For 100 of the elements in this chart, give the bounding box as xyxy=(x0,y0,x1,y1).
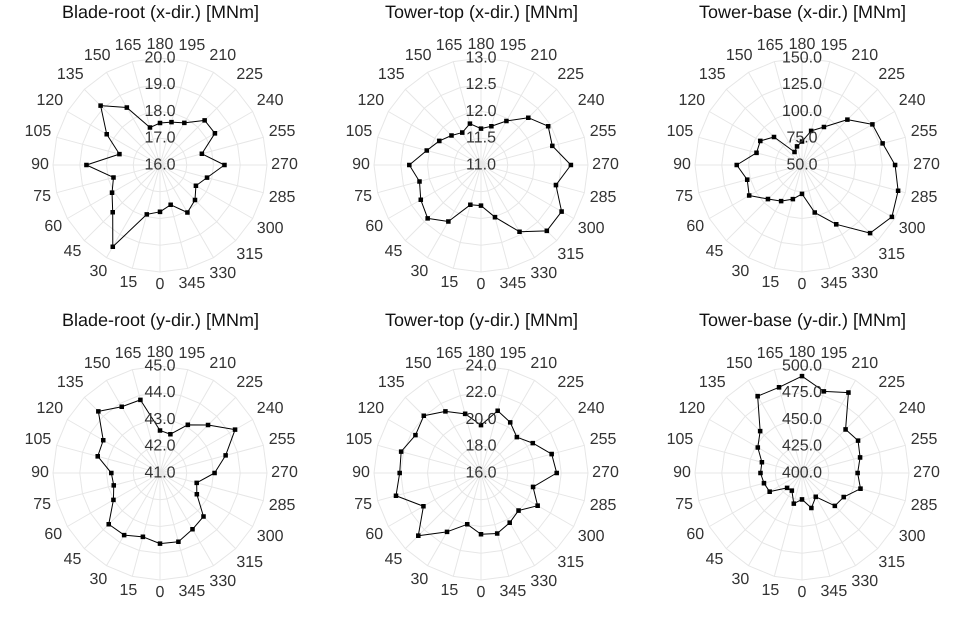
spoke-label: 120 xyxy=(357,400,384,418)
spoke-label: 90 xyxy=(352,464,370,482)
spoke-label: 300 xyxy=(898,528,926,546)
spoke-label: 75 xyxy=(675,496,694,514)
spoke-label: 330 xyxy=(851,264,878,283)
spoke-label: 330 xyxy=(209,572,236,591)
spoke-label: 30 xyxy=(410,570,428,589)
chart-title: Tower-base (y-dir.) [MNm] xyxy=(698,310,908,331)
spoke-label: 270 xyxy=(592,464,619,482)
spoke-label: 195 xyxy=(820,345,848,362)
spoke-label: 150 xyxy=(726,47,753,66)
spoke-label: 120 xyxy=(36,92,64,110)
y-tick-label: 12.5 xyxy=(465,76,497,94)
spoke-label: 105 xyxy=(346,431,372,450)
spoke-label: 210 xyxy=(530,47,558,66)
spoke-label: 0 xyxy=(476,276,486,294)
chart-title: Blade-root (y-dir.) [MNm] xyxy=(60,310,260,331)
spoke-label: 330 xyxy=(530,264,558,283)
spoke-label: 135 xyxy=(698,374,726,392)
spoke-label: 60 xyxy=(44,526,62,544)
spoke-label: 120 xyxy=(357,92,384,110)
spoke-label: 105 xyxy=(24,431,52,450)
spoke-label: 45 xyxy=(384,243,402,262)
spoke-label: 15 xyxy=(762,582,780,600)
spoke-label: 30 xyxy=(89,262,108,281)
spoke-label: 210 xyxy=(851,355,878,374)
y-tick-label: 16.0 xyxy=(465,464,497,482)
spoke-label: 345 xyxy=(820,582,848,601)
spoke-label: 150 xyxy=(726,355,753,374)
spoke-label: 60 xyxy=(686,218,704,236)
spoke-label: 45 xyxy=(706,551,724,570)
spoke-label: 150 xyxy=(404,355,432,374)
y-tick-label: 18.0 xyxy=(465,438,497,455)
y-tick-label: 17.0 xyxy=(144,130,176,147)
spoke-label: 75 xyxy=(354,496,372,514)
spoke-label: 75 xyxy=(675,188,694,206)
spoke-label: 240 xyxy=(578,92,604,110)
spoke-label: 255 xyxy=(910,123,938,142)
spoke-label: 285 xyxy=(590,188,616,207)
spoke-label: 105 xyxy=(666,431,694,450)
spoke-label: 135 xyxy=(56,374,84,392)
spoke-label: 345 xyxy=(820,274,848,293)
spoke-label: 225 xyxy=(236,374,264,392)
spoke-label: 195 xyxy=(820,37,848,54)
spoke-label: 0 xyxy=(156,276,164,294)
spoke-label: 60 xyxy=(365,526,384,544)
spoke-label: 45 xyxy=(384,551,402,570)
spoke-label: 30 xyxy=(731,262,750,281)
spoke-label: 90 xyxy=(31,464,49,482)
y-tick-label: 18.0 xyxy=(144,102,176,120)
spoke-label: 165 xyxy=(756,37,784,54)
spoke-label: 285 xyxy=(268,188,296,207)
spoke-label: 345 xyxy=(178,582,206,601)
y-tick-label: 12.0 xyxy=(465,102,497,120)
y-tick-label: 16.0 xyxy=(144,156,176,174)
spoke-label: 105 xyxy=(346,123,372,142)
spoke-label: 195 xyxy=(500,345,526,363)
y-tick-label: 19.0 xyxy=(144,76,176,94)
spoke-label: 15 xyxy=(120,582,138,600)
spoke-label: 315 xyxy=(557,246,584,264)
y-tick-label: 425.0 xyxy=(782,438,822,455)
spoke-label: 120 xyxy=(678,400,706,418)
spoke-label: 255 xyxy=(268,431,296,450)
spoke-label: 285 xyxy=(910,496,938,515)
spoke-label: 150 xyxy=(84,355,111,374)
spoke-label: 210 xyxy=(209,47,236,66)
spoke-label: 300 xyxy=(578,220,604,238)
spoke-label: 135 xyxy=(698,66,726,84)
spoke-label: 30 xyxy=(89,570,108,589)
spoke-label: 255 xyxy=(590,123,616,142)
y-tick-label: 11.5 xyxy=(466,130,496,147)
spoke-label: 240 xyxy=(256,92,284,110)
spoke-label: 15 xyxy=(440,274,458,292)
spoke-label: 195 xyxy=(178,345,206,363)
y-tick-label: 400.0 xyxy=(782,464,822,482)
spoke-label: 315 xyxy=(878,554,906,572)
spoke-label: 240 xyxy=(256,400,284,418)
spoke-label: 270 xyxy=(913,464,940,482)
spoke-label: 315 xyxy=(878,246,906,264)
spoke-label: 345 xyxy=(500,274,526,293)
spoke-label: 315 xyxy=(557,554,584,572)
spoke-label: 120 xyxy=(36,400,64,418)
spoke-label: 345 xyxy=(500,582,526,601)
chart-title: Blade-root (x-dir.) [MNm] xyxy=(60,2,260,23)
y-tick-label: 22.0 xyxy=(465,384,497,402)
spoke-label: 30 xyxy=(731,570,750,589)
spoke-label: 0 xyxy=(798,276,806,294)
spoke-label: 105 xyxy=(666,123,694,142)
y-tick-label: 41.0 xyxy=(144,464,176,482)
spoke-label: 255 xyxy=(268,123,296,142)
spoke-label: 240 xyxy=(898,400,926,418)
spoke-label: 270 xyxy=(271,464,298,482)
spoke-label: 225 xyxy=(557,374,584,392)
spoke-label: 165 xyxy=(756,345,784,362)
spoke-label: 90 xyxy=(673,464,691,482)
spoke-label: 75 xyxy=(354,188,372,206)
spoke-label: 90 xyxy=(31,156,49,174)
spoke-label: 135 xyxy=(378,374,405,392)
spoke-label: 255 xyxy=(590,431,616,450)
spoke-label: 75 xyxy=(33,188,52,206)
